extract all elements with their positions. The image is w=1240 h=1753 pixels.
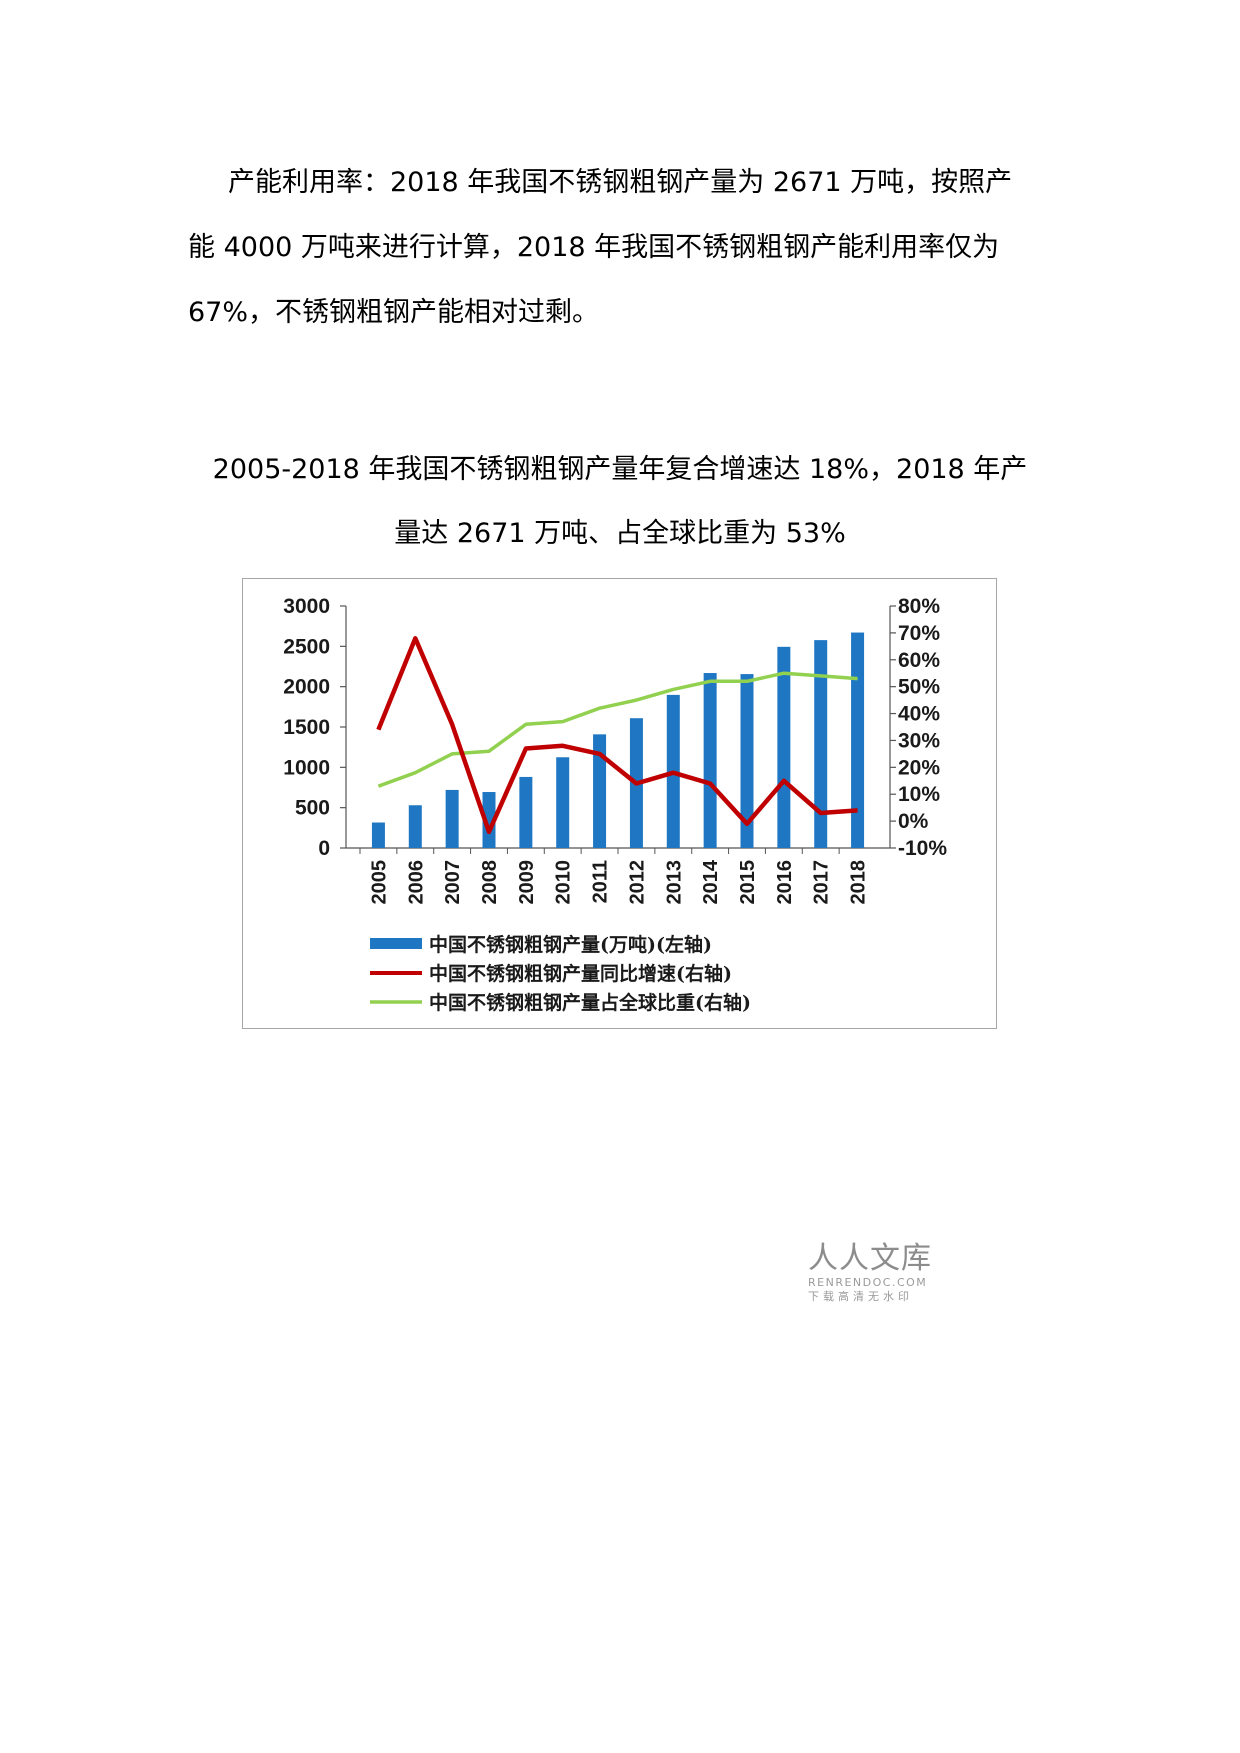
bar-production-2017	[814, 640, 828, 848]
right-tick-label: 30%	[898, 729, 940, 752]
line-global-share	[377, 671, 858, 788]
x-tick-label: 2007	[442, 860, 464, 905]
legend-label: 中国不锈钢粗钢产量占全球比重(右轴)	[429, 991, 751, 1014]
x-tick-label: 2017	[811, 860, 833, 905]
bar-production-2009	[519, 776, 533, 848]
right-tick-label: 40%	[898, 703, 940, 726]
right-tick-label: 10%	[898, 783, 940, 806]
x-tick-label: 2010	[553, 860, 575, 905]
left-tick-label: 500	[295, 797, 330, 820]
paragraph-line: 能 4000 万吨来进行计算，2018 年我国不锈钢粗钢产能利用率仅为	[188, 232, 1000, 263]
x-tick-label: 2012	[626, 860, 648, 905]
bar-production-2011	[593, 734, 607, 848]
paragraph-line: 67%，不锈钢粗钢产能相对过剩。	[188, 297, 600, 328]
right-tick-label: 80%	[898, 595, 940, 618]
right-tick-label: 60%	[898, 649, 940, 672]
x-tick-label: 2011	[590, 860, 612, 903]
bar-production-2007	[445, 789, 459, 848]
left-tick-label: 3000	[283, 595, 330, 618]
bar-production-2014	[703, 673, 717, 848]
watermark-tagline: 下载高清无水印	[808, 1290, 913, 1303]
x-tick-label: 2009	[516, 860, 538, 905]
right-tick-label: 70%	[898, 622, 940, 645]
left-tick-label: 1500	[283, 716, 330, 739]
line-yoy-growth	[376, 636, 858, 835]
paragraph-line: 产能利用率：2018 年我国不锈钢粗钢产量为 2671 万吨，按照产	[228, 167, 1013, 198]
bar-production-2016	[777, 646, 791, 848]
bar-production-2010	[556, 757, 570, 848]
bar-production-2015	[740, 674, 754, 848]
x-tick-label: 2006	[405, 860, 427, 905]
bar-production-2005	[371, 822, 385, 848]
right-tick-label: 0%	[898, 810, 929, 833]
bar-production-2008	[482, 792, 496, 848]
chart-frame: 3000 2500 2000 1500 1000 500 0 80% 70% 60% 50% 40% 3…	[242, 578, 997, 1029]
watermark-logo: 人人文库 RENRENDOC.COM 下载高清无水印	[808, 1242, 938, 1304]
bar-production-2006	[408, 805, 422, 848]
figure-caption-line-1: 2005-2018 年我国不锈钢粗钢产量年复合增速达 18%，2018 年产	[212, 454, 1028, 485]
watermark-name: 人人文库	[808, 1241, 932, 1276]
x-tick-label: 2008	[479, 860, 501, 905]
x-tick-label: 2005	[368, 860, 390, 905]
left-tick-label: 2000	[283, 676, 330, 699]
left-tick-label: 1000	[283, 756, 330, 779]
x-tick-label: 2015	[737, 860, 759, 905]
x-tick-label: 2016	[774, 860, 796, 905]
production-chart: 3000 2500 2000 1500 1000 500 0 80% 70% 60% 50% 40% 3…	[283, 595, 947, 1014]
body-paragraph: 产能利用率：2018 年我国不锈钢粗钢产量为 2671 万吨，按照产 能 400…	[188, 150, 1058, 345]
x-tick-label: 2014	[700, 859, 722, 904]
right-tick-label: -10%	[898, 837, 947, 860]
left-tick-label: 2500	[283, 635, 330, 658]
right-tick-label: 20%	[898, 756, 940, 779]
x-tick-label: 2013	[663, 860, 685, 905]
bar-production-2018	[851, 632, 865, 848]
legend-label: 中国不锈钢粗钢产量(万吨)(左轴)	[429, 933, 712, 956]
figure-caption-line-2: 量达 2671 万吨、占全球比重为 53%	[394, 518, 846, 549]
right-tick-label: 50%	[898, 676, 940, 699]
watermark-url: RENRENDOC.COM	[808, 1276, 928, 1289]
legend-swatch	[370, 938, 422, 949]
legend-label: 中国不锈钢粗钢产量同比增速(右轴)	[429, 962, 732, 985]
left-tick-label: 0	[318, 837, 330, 860]
x-tick-label: 2018	[848, 860, 870, 905]
